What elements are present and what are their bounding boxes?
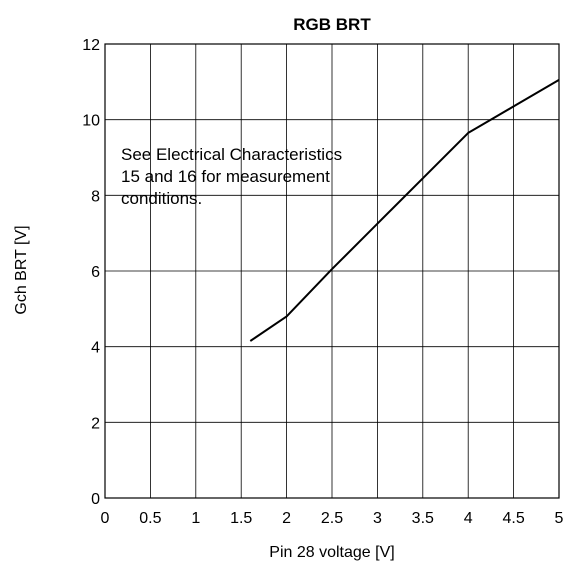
x-tick-label-7: 3.5 [412, 510, 434, 527]
x-axis-label: Pin 28 voltage [V] [269, 544, 394, 561]
x-tick-label-8: 4 [464, 510, 473, 527]
x-tick-label-2: 1 [191, 510, 200, 527]
y-tick-label-3: 6 [91, 264, 100, 281]
annotation-line-2: 15 and 16 for measurement [121, 167, 330, 186]
plot-frame [104, 43, 560, 499]
series-group [249, 79, 560, 342]
annotation-line-3: conditions. [121, 189, 202, 208]
x-tick-label-0: 0 [101, 510, 110, 527]
grid [105, 44, 559, 498]
x-tick-label-9: 4.5 [502, 510, 524, 527]
x-tick-label-6: 3 [373, 510, 382, 527]
y-tick-label-4: 8 [91, 188, 100, 205]
annotation: See Electrical Characteristics 15 and 16… [121, 145, 342, 208]
y-tick-label-1: 2 [91, 415, 100, 432]
x-tick-label-3: 1.5 [230, 510, 252, 527]
y-tick-label-6: 12 [82, 37, 100, 54]
y-tick-label-5: 10 [82, 113, 100, 130]
y-axis-label: Gch BRT [V] [13, 225, 30, 314]
y-tick-labels: 0 2 4 6 8 10 12 [82, 37, 100, 508]
x-tick-labels: 0 0.5 1 1.5 2 2.5 3 3.5 4 4.5 5 [101, 510, 564, 527]
series-line-0 [249, 79, 560, 342]
x-tick-label-4: 2 [282, 510, 291, 527]
chart-title: RGB BRT [293, 15, 371, 34]
x-tick-label-5: 2.5 [321, 510, 343, 527]
x-tick-label-10: 5 [555, 510, 564, 527]
annotation-line-1: See Electrical Characteristics [121, 145, 342, 164]
x-tick-label-1: 0.5 [139, 510, 161, 527]
y-tick-label-0: 0 [91, 491, 100, 508]
y-tick-label-2: 4 [91, 340, 100, 357]
